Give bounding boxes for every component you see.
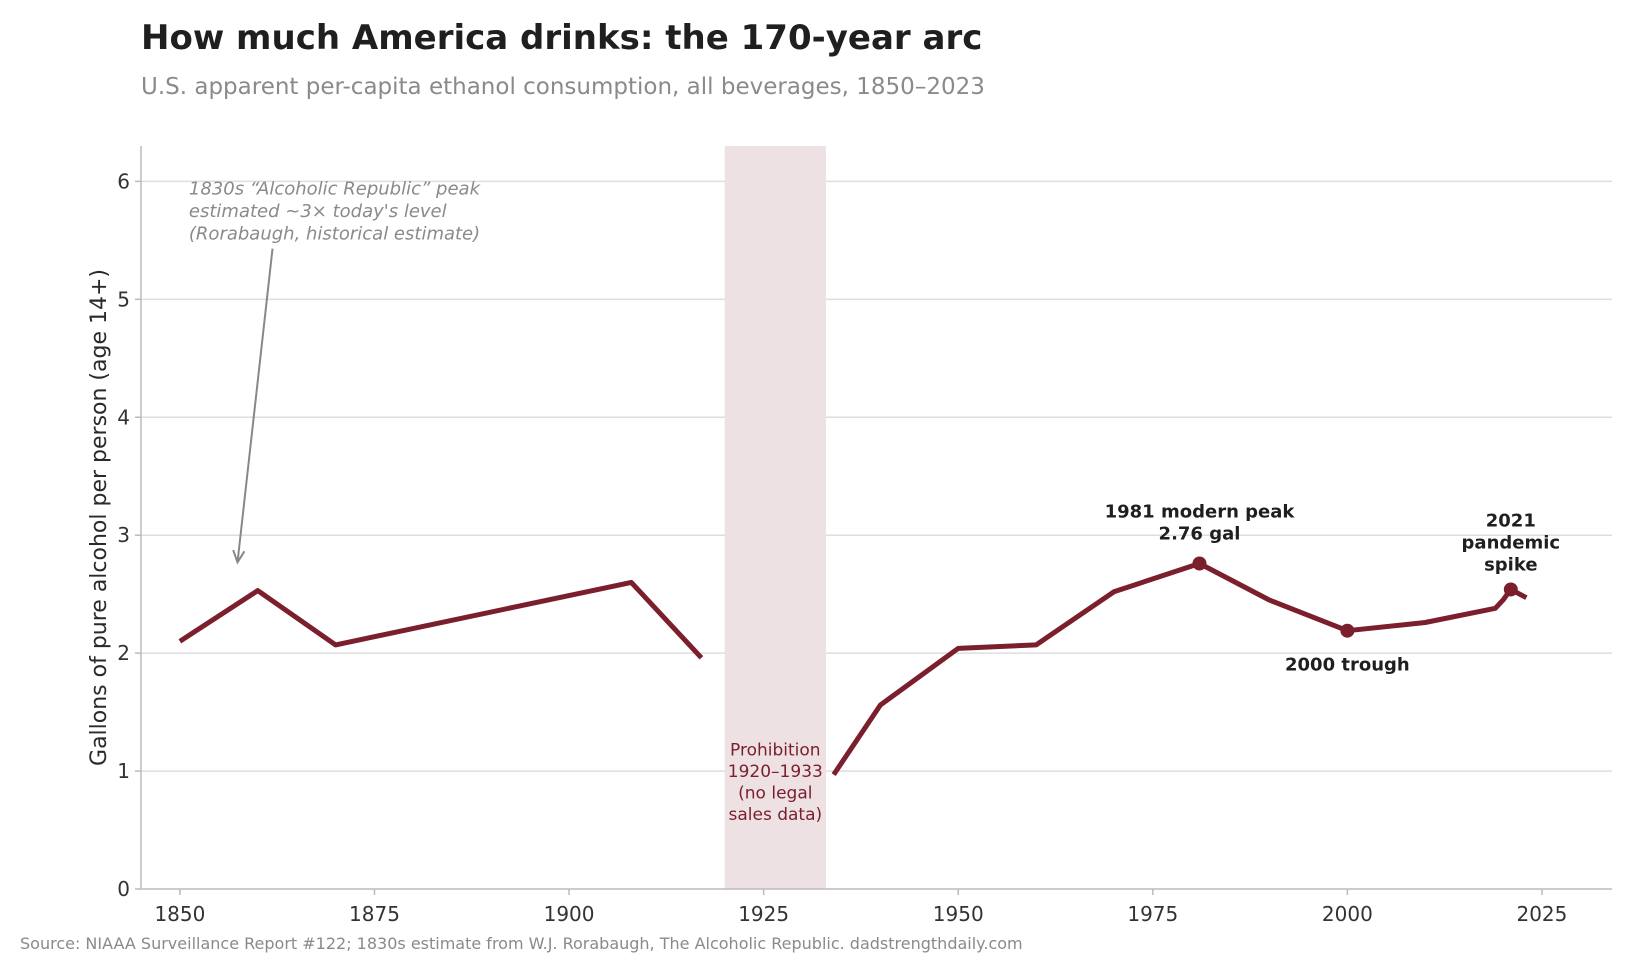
series-lines	[178, 561, 1528, 776]
y-tick-label: 2	[117, 641, 130, 665]
gridlines	[141, 180, 1612, 772]
prohibition-label-line: 1920–1933	[728, 762, 823, 782]
y-tick-label: 6	[117, 169, 130, 193]
peak-1981-label: 1981 modern peak 2.76 gal	[1105, 501, 1296, 544]
peak-1981-label-line: 2.76 gal	[1159, 523, 1241, 544]
prohibition-label-line: (no legal	[738, 784, 812, 804]
alcoholic-republic-note-line: 1830s “Alcoholic Republic” peak	[189, 178, 482, 199]
highlight-points	[1192, 556, 1518, 638]
source-note: Source: NIAAA Surveillance Report #122; …	[20, 934, 1023, 953]
spike-2021-label-line: spike	[1484, 554, 1537, 575]
x-tick-label: 1925	[738, 902, 789, 926]
chart-subtitle: U.S. apparent per-capita ethanol consump…	[141, 74, 985, 100]
trough-2000-label-line: 2000 trough	[1285, 655, 1410, 676]
prohibition-label-line: sales data)	[728, 805, 822, 825]
x-tick-label: 2025	[1516, 902, 1567, 926]
series-line-post-prohibition	[831, 561, 1528, 776]
alcoholic-republic-note-line: (Rorabaugh, historical estimate)	[189, 223, 480, 244]
trough-2000-label: 2000 trough	[1285, 655, 1410, 676]
alcoholic-republic-note-line: estimated ~3× today's level	[189, 201, 447, 222]
alcoholic-republic-note: 1830s “Alcoholic Republic” peak estimated…	[189, 178, 482, 244]
y-axis-title: Gallons of pure alcohol per person (age …	[87, 269, 112, 766]
x-tick-label: 1875	[349, 902, 400, 926]
spike-2021-label-line: 2021	[1486, 510, 1536, 531]
highlight-point	[1340, 623, 1355, 638]
arrow-shaft	[236, 248, 274, 563]
prohibition-label-line: Prohibition	[730, 741, 821, 761]
x-tick-label: 1850	[154, 902, 205, 926]
y-tick-label: 4	[117, 405, 130, 429]
peak-1981-label-line: 1981 modern peak	[1105, 501, 1296, 522]
y-tick-label: 1	[117, 759, 130, 783]
x-tick-label: 1975	[1127, 902, 1178, 926]
prohibition-band	[724, 146, 826, 889]
highlight-point	[1503, 582, 1518, 597]
axes: 0 1 2 3 4 5 6 1850 1875 1900 1925 1950 1975 2000 2025 G…	[87, 146, 1612, 926]
highlight-point	[1192, 556, 1207, 571]
series-line-pre-prohibition	[178, 579, 704, 660]
prohibition-band-group	[724, 146, 826, 889]
chart-title: How much America drinks: the 170-year ar…	[141, 18, 983, 58]
spike-2021-label: 2021 pandemic spike	[1462, 510, 1561, 575]
spike-2021-label-line: pandemic	[1462, 532, 1561, 553]
annotations: 1981 modern peak 2.76 gal 2000 trough 2021 p…	[189, 178, 1560, 825]
y-tick-label: 0	[117, 877, 130, 901]
x-tick-label: 1950	[933, 902, 984, 926]
y-tick-label: 5	[117, 287, 130, 311]
x-tick-label: 1900	[544, 902, 595, 926]
y-tick-label: 3	[117, 523, 130, 547]
prohibition-label: Prohibition 1920–1933 (no legal sales data)	[728, 741, 823, 826]
arrow-head	[232, 549, 246, 565]
x-tick-label: 2000	[1322, 902, 1373, 926]
